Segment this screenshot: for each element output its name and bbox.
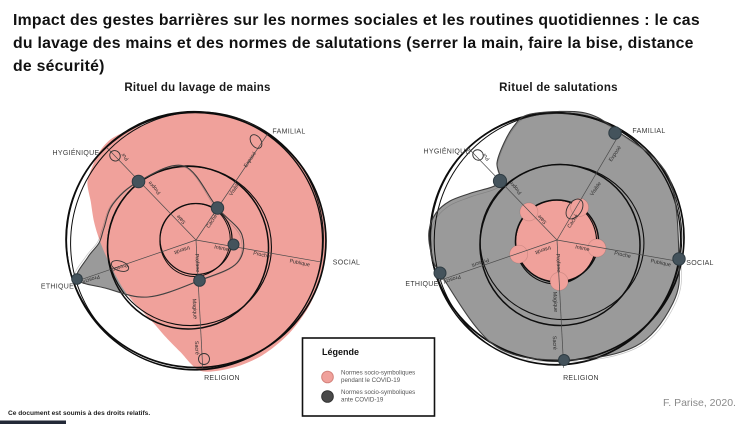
svg-text:F. Parise, 2020.: F. Parise, 2020. [663, 397, 736, 409]
svg-text:Profane: Profane [554, 254, 561, 273]
svg-text:FAMILIAL: FAMILIAL [272, 129, 305, 136]
svg-text:SOCIAL: SOCIAL [686, 260, 713, 267]
svg-text:Proscrit: Proscrit [442, 273, 461, 285]
svg-text:HYGIÉNIQUE: HYGIÉNIQUE [424, 147, 471, 156]
svg-text:Impact des gestes barrières su: Impact des gestes barrières sur les norm… [13, 12, 700, 29]
svg-text:Pur: Pur [120, 151, 130, 161]
svg-text:Proche: Proche [253, 251, 271, 260]
svg-text:Interdit: Interdit [534, 244, 552, 255]
svg-text:RELIGION: RELIGION [563, 375, 599, 382]
svg-text:Proche: Proche [614, 251, 632, 260]
svg-text:Légende: Légende [322, 347, 359, 357]
svg-text:Rituel du lavage de mains: Rituel du lavage de mains [124, 82, 270, 94]
svg-text:Intime: Intime [575, 244, 590, 253]
svg-text:Normes socio-symboliques: Normes socio-symboliques [341, 370, 415, 377]
svg-text:Publique: Publique [289, 258, 310, 268]
svg-text:de sécurité): de sécurité) [13, 58, 105, 75]
svg-text:SOCIAL: SOCIAL [333, 260, 360, 267]
svg-text:ante COVID-19: ante COVID-19 [341, 397, 384, 404]
svg-text:Prescrit: Prescrit [109, 261, 128, 273]
svg-text:Publique: Publique [650, 258, 671, 268]
svg-text:Proscrit: Proscrit [81, 273, 100, 285]
svg-text:RELIGION: RELIGION [204, 375, 240, 382]
svg-text:ETHIQUE: ETHIQUE [405, 281, 438, 288]
svg-text:Sale: Sale [537, 213, 549, 225]
svg-text:Pur: Pur [481, 151, 491, 161]
svg-text:Sacré: Sacré [193, 341, 200, 355]
svg-text:Magique: Magique [551, 292, 558, 313]
svg-text:Sacré: Sacré [551, 336, 558, 350]
svg-text:ETHIQUE: ETHIQUE [41, 284, 74, 291]
svg-text:Interdit: Interdit [173, 244, 191, 255]
svg-text:Ce document est soumis à des d: Ce document est soumis à des droits rela… [8, 410, 150, 417]
svg-text:Intime: Intime [214, 244, 229, 253]
svg-text:Profane: Profane [193, 254, 200, 273]
svg-text:du lavage des mains et des nor: du lavage des mains et des normes de sal… [13, 35, 694, 52]
svg-text:Magique: Magique [191, 299, 198, 320]
svg-text:Rituel de salutations: Rituel de salutations [499, 82, 618, 94]
svg-text:Normes socio-symboliques: Normes socio-symboliques [341, 389, 415, 396]
svg-text:pendant le COVID-19: pendant le COVID-19 [341, 377, 401, 384]
svg-text:Sale: Sale [176, 213, 188, 225]
svg-text:HYGIÉNIQUE: HYGIÉNIQUE [53, 148, 100, 157]
svg-text:Prescrit: Prescrit [470, 256, 489, 268]
svg-text:FAMILIAL: FAMILIAL [632, 128, 665, 135]
